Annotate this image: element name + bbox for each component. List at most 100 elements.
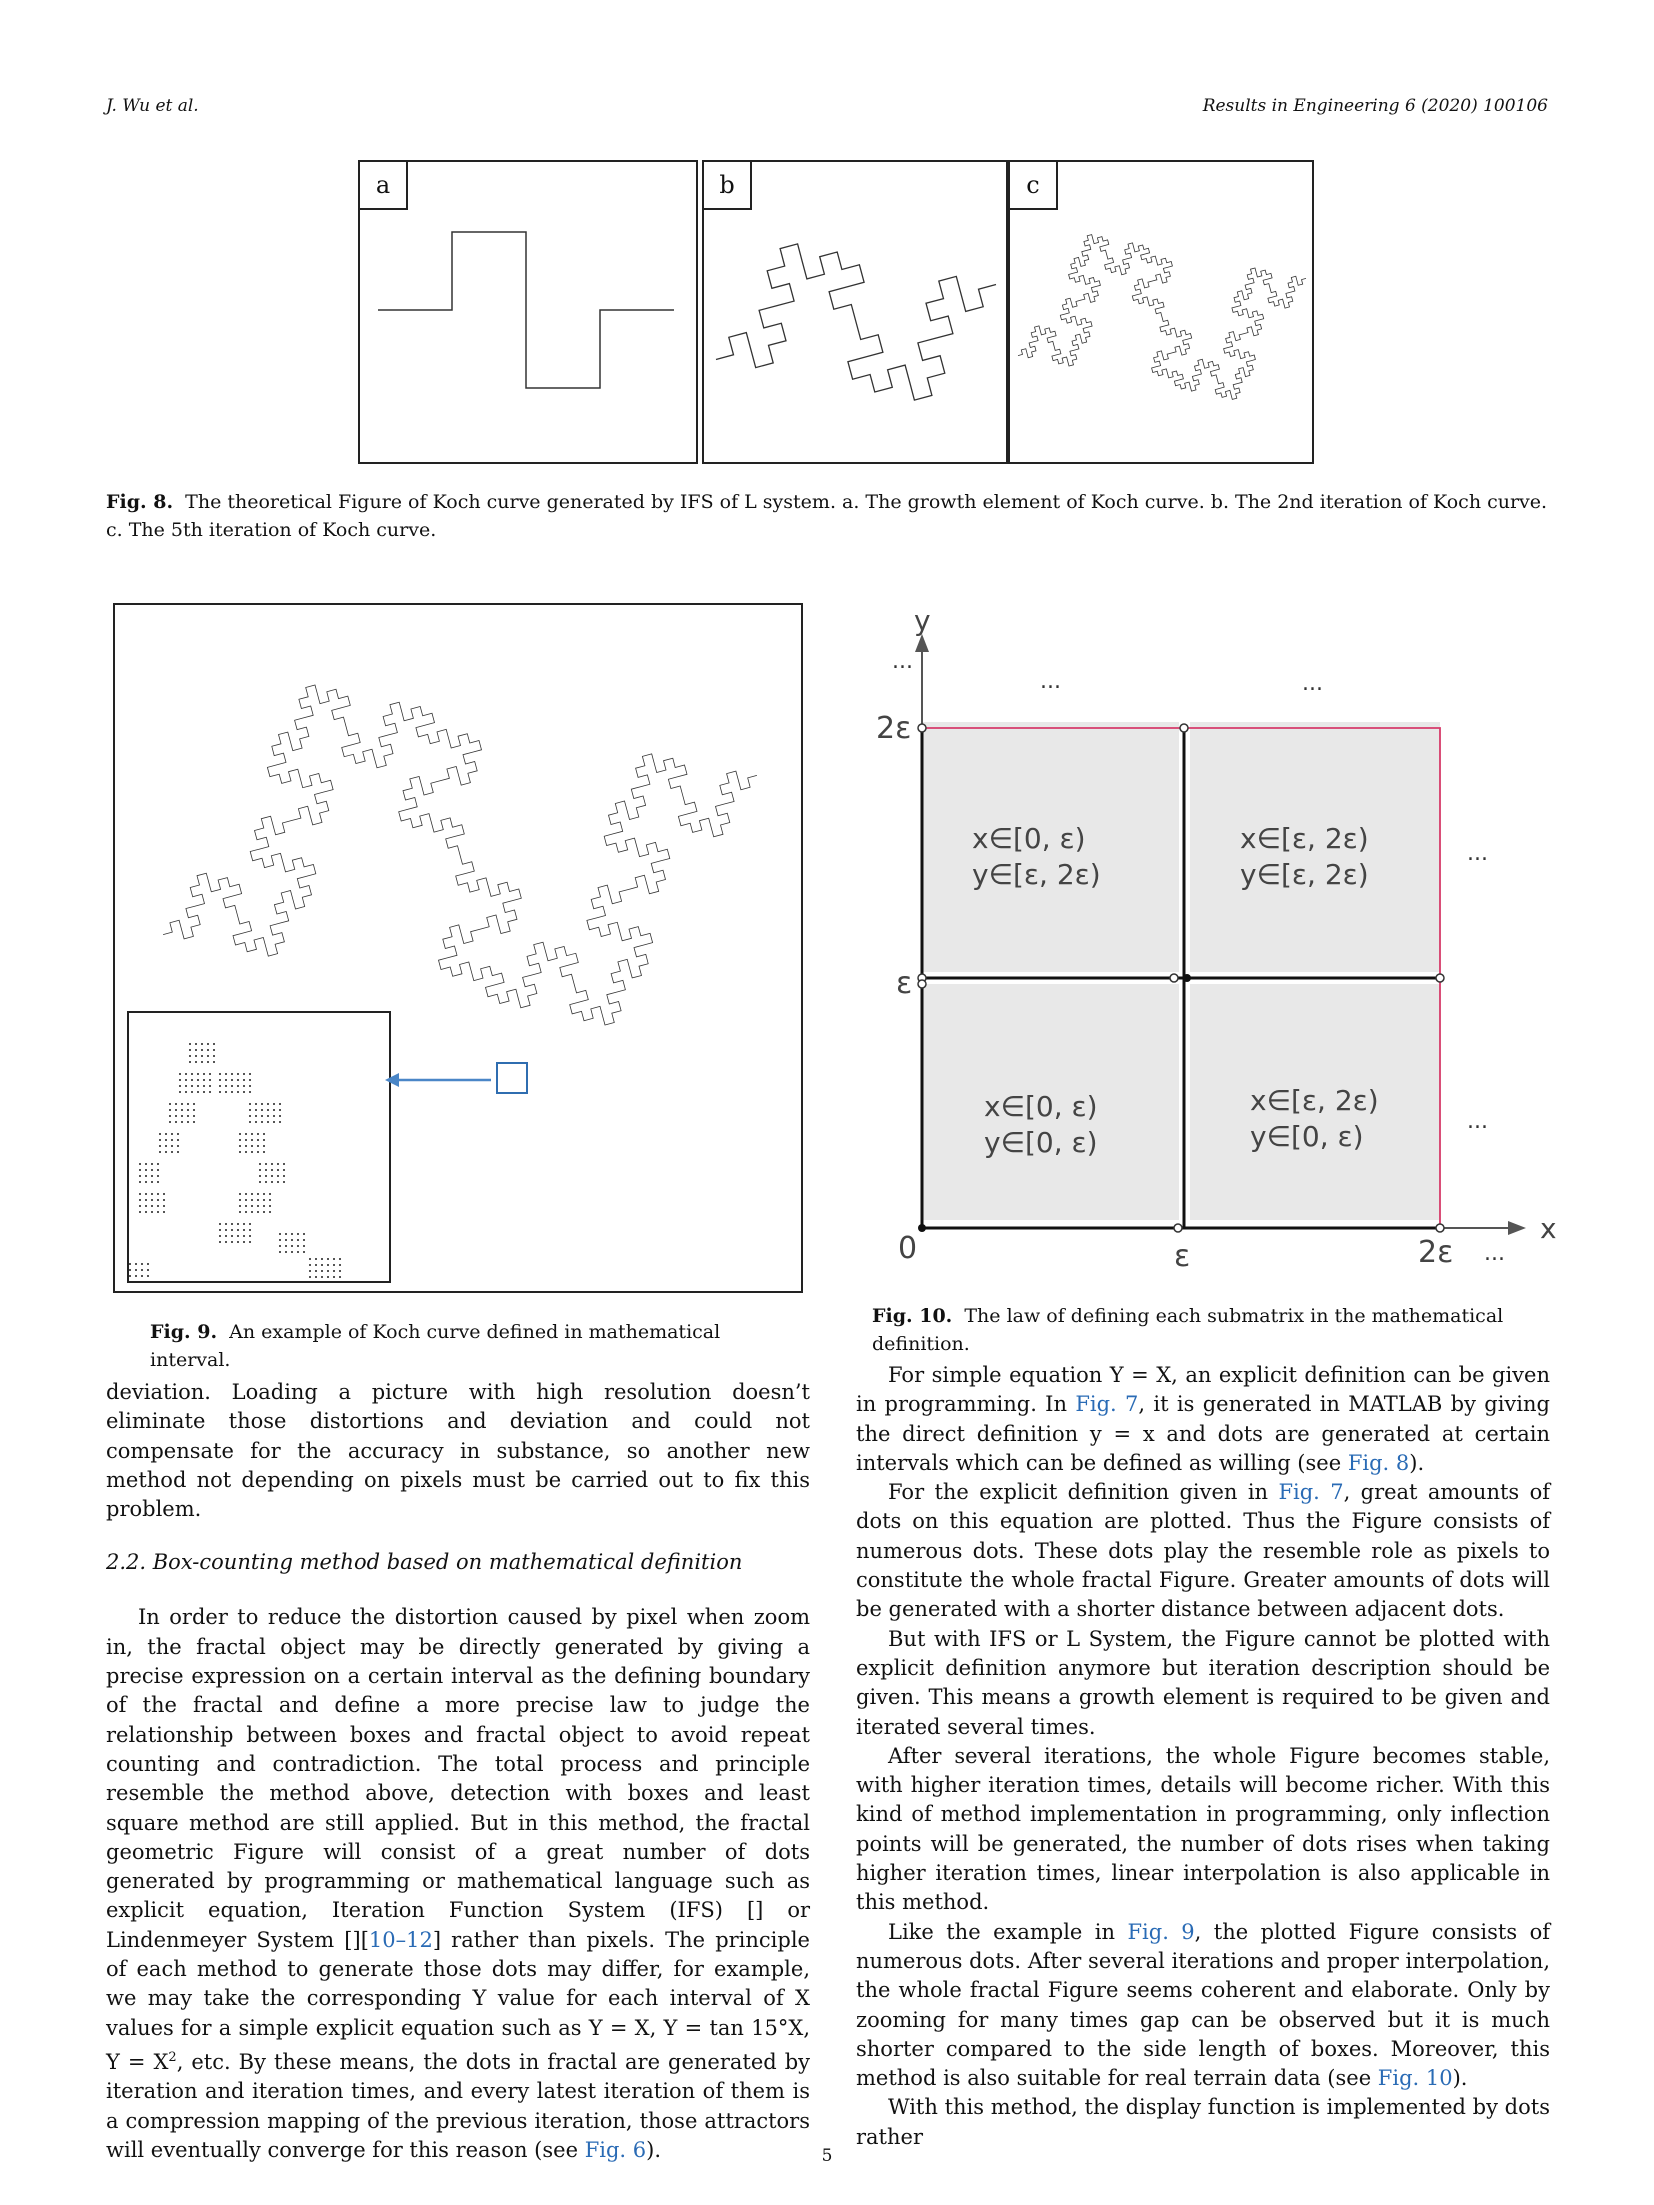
- dot: [145, 1163, 147, 1165]
- dot: [129, 1269, 131, 1271]
- dot: [321, 1270, 323, 1272]
- dot: [225, 1073, 227, 1075]
- dot: [263, 1211, 265, 1213]
- dot: [245, 1133, 247, 1135]
- dot: [207, 1061, 209, 1063]
- koch-path: [1017, 234, 1307, 400]
- ref-link[interactable]: 10–12: [368, 1927, 433, 1952]
- dot: [263, 1199, 265, 1201]
- dot: [237, 1235, 239, 1237]
- dot: [265, 1163, 267, 1165]
- fig8-panel-c: c: [1008, 160, 1314, 464]
- text-run: In order to reduce the distortion caused…: [106, 1605, 810, 1952]
- dot: [251, 1205, 253, 1207]
- dot: [245, 1145, 247, 1147]
- dot: [249, 1241, 251, 1243]
- panel-label: b: [702, 160, 752, 210]
- dot: [207, 1049, 209, 1051]
- dot: [249, 1223, 251, 1225]
- dot: [185, 1079, 187, 1081]
- dot: [303, 1251, 305, 1253]
- dot: [207, 1043, 209, 1045]
- dot: [175, 1115, 177, 1117]
- dot: [251, 1193, 253, 1195]
- fig10-diagram: y x ... ... ... ... ... ... 2ε ε 0 ε 2ε …: [876, 604, 1557, 1274]
- dot: [195, 1055, 197, 1057]
- dot: [197, 1079, 199, 1081]
- dot: [185, 1091, 187, 1093]
- dot: [245, 1193, 247, 1195]
- dot: [197, 1085, 199, 1087]
- dot: [271, 1181, 273, 1183]
- dot: [255, 1121, 257, 1123]
- dot: [249, 1229, 251, 1231]
- dot: [321, 1258, 323, 1260]
- fig-link[interactable]: Fig. 7: [1075, 1392, 1139, 1417]
- fig-link[interactable]: Fig. 6: [584, 2137, 647, 2162]
- text-run: ).: [646, 2137, 662, 2162]
- dot: [169, 1103, 171, 1105]
- dot: [291, 1245, 293, 1247]
- dot: [271, 1175, 273, 1177]
- dot: [333, 1264, 335, 1266]
- fig-link[interactable]: Fig. 7: [1278, 1480, 1344, 1505]
- ellipsis-right-1: ...: [1467, 841, 1488, 866]
- dot: [145, 1211, 147, 1213]
- dot: [265, 1169, 267, 1171]
- dot: [237, 1241, 239, 1243]
- dot: [245, 1139, 247, 1141]
- fig-link[interactable]: Fig. 9: [1127, 1919, 1195, 1944]
- dot: [203, 1073, 205, 1075]
- dot: [291, 1233, 293, 1235]
- dot: [201, 1055, 203, 1057]
- dot: [197, 1073, 199, 1075]
- dot: [251, 1145, 253, 1147]
- dot: [189, 1043, 191, 1045]
- dot: [145, 1205, 147, 1207]
- dot: [239, 1151, 241, 1153]
- dot: [261, 1115, 263, 1117]
- paragraph: deviation. Loading a picture with high r…: [106, 1380, 810, 1522]
- dot: [231, 1091, 233, 1093]
- ellipsis-top-1: ...: [1040, 669, 1061, 694]
- left-column: deviation. Loading a picture with high r…: [106, 1378, 810, 2165]
- tick-x-2eps: 2ε: [1418, 1235, 1453, 1270]
- ellipsis-right-2: ...: [1467, 1109, 1488, 1134]
- dot: [263, 1133, 265, 1135]
- fig8-caption: Fig. 8. The theoretical Figure of Koch c…: [106, 488, 1548, 544]
- dot: [339, 1276, 341, 1278]
- koch-2nd-iteration: [715, 243, 997, 401]
- text-run: , great amounts of dots on this equation…: [856, 1480, 1550, 1622]
- dot: [243, 1091, 245, 1093]
- dot: [225, 1235, 227, 1237]
- dot: [165, 1145, 167, 1147]
- dot: [151, 1169, 153, 1171]
- dot: [333, 1270, 335, 1272]
- dot: [129, 1275, 131, 1277]
- fig-link[interactable]: Fig. 8: [1347, 1450, 1410, 1475]
- ellipsis-x-end: ...: [1484, 1241, 1505, 1266]
- dot: [263, 1145, 265, 1147]
- dot: [193, 1121, 195, 1123]
- dot: [179, 1085, 181, 1087]
- section-heading: 2.2. Box-counting method based on mathem…: [106, 1550, 743, 1575]
- dot: [249, 1073, 251, 1075]
- dot: [231, 1235, 233, 1237]
- dot: [279, 1245, 281, 1247]
- dot: [151, 1175, 153, 1177]
- tick-y-eps: ε: [896, 966, 912, 1001]
- dot: [321, 1276, 323, 1278]
- text-run: , the plotted Figure consists of numerou…: [856, 1919, 1550, 2091]
- ellipsis-y-top: ...: [892, 649, 913, 674]
- cell-top-left-y: y∈[ε, 2ε): [972, 858, 1101, 891]
- superscript: 2: [168, 2049, 177, 2065]
- dot: [333, 1276, 335, 1278]
- dot: [187, 1109, 189, 1111]
- dot: [263, 1139, 265, 1141]
- fig8-panel-a: a: [358, 160, 698, 464]
- dot: [157, 1175, 159, 1177]
- dot: [261, 1103, 263, 1105]
- fig-link[interactable]: Fig. 10: [1377, 2066, 1453, 2091]
- dot: [303, 1239, 305, 1241]
- dot: [239, 1199, 241, 1201]
